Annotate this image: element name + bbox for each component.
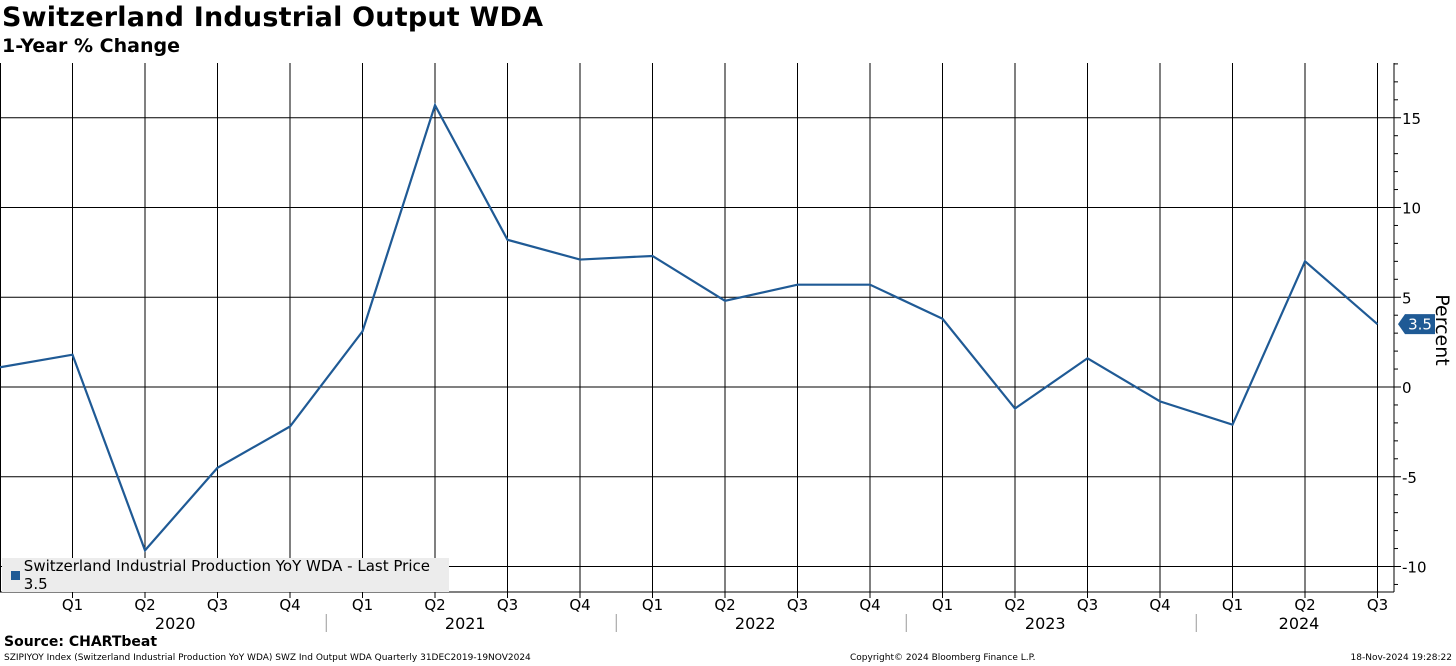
series-line — [0, 102, 1379, 553]
y-axis: -10 -5 0 5 10 15 — [1394, 63, 1427, 585]
x-tick-label: Q3 — [207, 596, 228, 614]
y-tick-label: 10 — [1402, 200, 1421, 218]
x-tick-label: Q2 — [1294, 596, 1315, 614]
footer-timestamp: 18-Nov-2024 19:28:22 — [1350, 653, 1452, 663]
footer-index-info: SZIPIYOY Index (Switzerland Industrial P… — [4, 653, 531, 663]
x-year-label: 2021 — [445, 614, 486, 633]
x-tick-label: Q4 — [1149, 596, 1170, 614]
footer-copyright: Copyright© 2024 Bloomberg Finance L.P. — [850, 653, 1036, 663]
x-year-label: 2023 — [1025, 614, 1066, 633]
x-tick-label: Q4 — [279, 596, 300, 614]
x-tick-label: Q1 — [352, 596, 373, 614]
last-value-box — [1398, 314, 1435, 335]
y-tick-label: -10 — [1402, 559, 1427, 577]
x-tick-label: Q2 — [134, 596, 155, 614]
plot-frame — [0, 63, 1395, 593]
source-note: Source: CHARTbeat — [4, 634, 158, 650]
x-year-label: 2022 — [735, 614, 776, 633]
x-year-label: 2024 — [1279, 614, 1320, 633]
x-tick-label: Q1 — [932, 596, 953, 614]
x-tick-label: Q2 — [714, 596, 735, 614]
x-tick-label: Q3 — [787, 596, 808, 614]
chart-subtitle: 1-Year % Change — [2, 35, 180, 57]
x-tick-label: Q2 — [424, 596, 445, 614]
y-tick-label: 15 — [1402, 110, 1421, 128]
last-value-label-group: 3.5 — [1398, 314, 1435, 335]
legend-label: Switzerland Industrial Production YoY WD… — [23, 557, 430, 593]
x-tick-label: Q3 — [1367, 596, 1388, 614]
legend-swatch — [11, 570, 20, 580]
last-value-label: 3.5 — [1408, 316, 1432, 334]
x-tick-label: Q1 — [1222, 596, 1243, 614]
legend: Switzerland Industrial Production YoY WD… — [2, 557, 449, 593]
y-tick-label: 5 — [1402, 289, 1412, 307]
y-axis-label: Percent — [1431, 294, 1453, 366]
x-tick-label: Q4 — [859, 596, 880, 614]
x-tick-label: Q1 — [62, 596, 83, 614]
grid — [0, 63, 1394, 592]
x-tick-label: Q3 — [1077, 596, 1098, 614]
x-tick-label: Q4 — [569, 596, 590, 614]
y-tick-label: -5 — [1402, 469, 1417, 487]
chart-title: Switzerland Industrial Output WDA — [2, 2, 544, 33]
y-tick-label: 0 — [1402, 379, 1412, 397]
x-tick-label: Q2 — [1004, 596, 1025, 614]
series-group — [0, 102, 1379, 553]
x-year-label: 2020 — [155, 614, 196, 633]
x-axis: Q1 Q2 Q3 Q4 Q1 Q2 Q3 Q4 Q1 Q2 Q3 Q4 Q1 Q2 Q3 Q4 Q1 Q2 Q3 20… — [62, 592, 1388, 633]
x-tick-label: Q3 — [497, 596, 518, 614]
x-tick-label: Q1 — [642, 596, 663, 614]
